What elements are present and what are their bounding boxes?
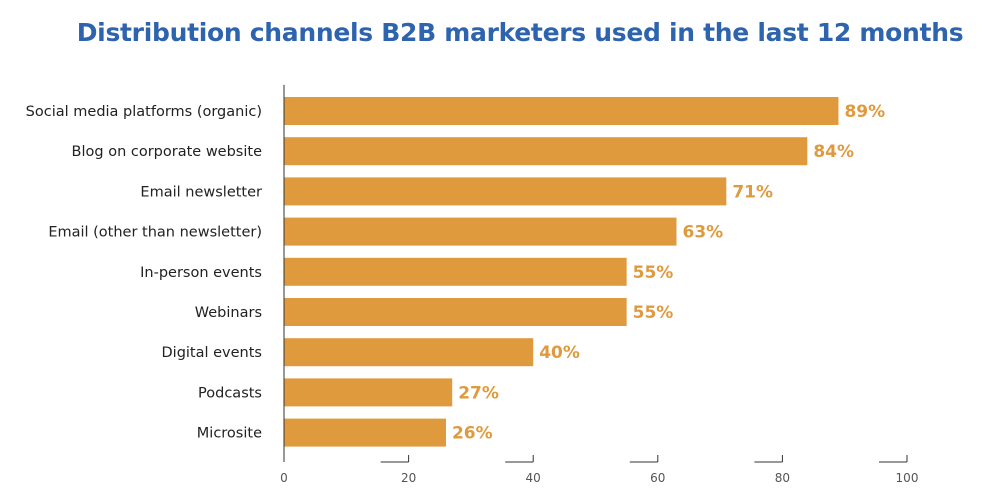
- category-label: Social media platforms (organic): [26, 104, 262, 120]
- chart-title: Distribution channels B2B marketers used…: [76, 18, 964, 47]
- data-label: 55%: [633, 303, 674, 323]
- bar-social-media-platforms-organic: [284, 97, 839, 125]
- data-label: 89%: [844, 102, 885, 122]
- bar-podcasts: [284, 378, 453, 407]
- bar-email-newsletter: [284, 177, 727, 206]
- data-label: 27%: [458, 383, 499, 403]
- x-tick-label: 60: [650, 471, 665, 485]
- category-label: In-person events: [140, 265, 262, 281]
- bar-in-person-events: [284, 257, 627, 286]
- data-label: 71%: [732, 182, 773, 202]
- data-label: 26%: [452, 424, 493, 444]
- category-label: Blog on corporate website: [72, 144, 263, 160]
- category-label: Email (other than newsletter): [48, 225, 262, 241]
- data-label: 63%: [682, 223, 723, 243]
- bar-webinars: [284, 298, 627, 326]
- bars-layer: [284, 97, 839, 447]
- category-label: Webinars: [195, 305, 262, 321]
- x-tick-label: 100: [896, 471, 919, 485]
- bar-microsite: [284, 418, 446, 447]
- bar-email-other-than-newsletter: [284, 217, 677, 246]
- bar-blog-on-corporate-website: [284, 137, 808, 166]
- data-label: 55%: [633, 263, 674, 283]
- data-label: 40%: [539, 343, 580, 363]
- category-label: Digital events: [162, 345, 263, 361]
- data-label: 84%: [813, 142, 854, 162]
- x-tick-label: 40: [526, 471, 541, 485]
- bar-digital-events: [284, 338, 534, 367]
- x-tick-label: 20: [401, 471, 416, 485]
- x-tick-label: 0: [280, 471, 288, 485]
- labels-layer: Social media platforms (organic) 89% Blog …: [26, 102, 886, 444]
- axis-layer: 0 20 40 60 80 100: [280, 84, 919, 485]
- x-tick-label: 80: [775, 471, 790, 485]
- category-label: Podcasts: [198, 385, 262, 401]
- category-label: Microsite: [197, 426, 262, 442]
- category-label: Email newsletter: [140, 184, 262, 200]
